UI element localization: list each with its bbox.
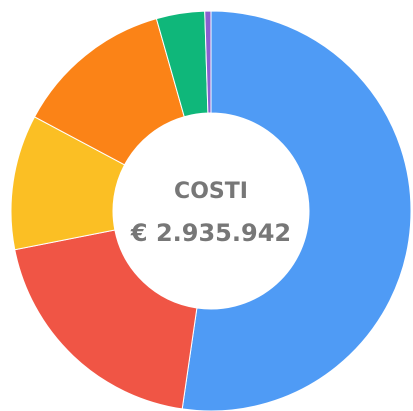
- slices: [10, 10, 412, 411]
- total-label: € 2.935.942: [130, 219, 291, 247]
- slice: [14, 229, 198, 410]
- slice: [181, 10, 412, 411]
- slice: [204, 10, 212, 114]
- chart-title: COSTI: [174, 179, 248, 204]
